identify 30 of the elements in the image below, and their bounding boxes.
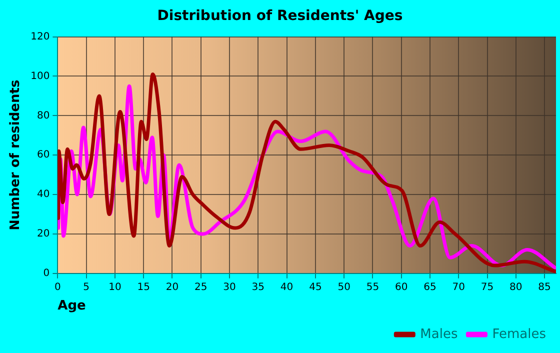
x-tick-label: 70 <box>452 282 465 293</box>
x-tick-label: 45 <box>309 282 322 293</box>
chart-title: Distribution of Residents' Ages <box>157 8 403 24</box>
x-tick-label: 75 <box>480 282 494 293</box>
legend-label: Males <box>420 326 458 342</box>
x-tick-label: 25 <box>194 282 208 293</box>
legend-label: Females <box>492 326 546 342</box>
x-tick-label: 55 <box>366 282 380 293</box>
y-tick-label: 80 <box>36 110 50 122</box>
y-tick-label: 0 <box>43 268 50 279</box>
y-tick-label: 20 <box>36 228 50 240</box>
y-tick-label: 40 <box>36 189 50 200</box>
x-tick-label: 60 <box>394 282 408 293</box>
x-axis-title: Age <box>58 298 86 314</box>
x-tick-label: 65 <box>424 282 436 293</box>
x-tick-label: 50 <box>338 282 350 293</box>
x-tick-label: 5 <box>83 282 90 293</box>
x-tick-label: 20 <box>166 282 179 293</box>
x-tick-label: 0 <box>54 282 61 293</box>
x-tick-label: 80 <box>510 282 522 293</box>
y-axis-title: Number of residents <box>8 80 24 230</box>
x-tick-label: 35 <box>252 282 265 293</box>
y-tick-label: 120 <box>30 31 50 42</box>
x-tick-label: 85 <box>538 282 551 293</box>
x-tick-label: 30 <box>223 282 236 293</box>
x-tick-label: 10 <box>108 282 122 293</box>
y-tick-label: 60 <box>36 150 50 161</box>
y-tick-label: 100 <box>30 70 50 82</box>
x-tick-label: 40 <box>280 282 294 293</box>
x-tick-label: 15 <box>137 282 150 293</box>
